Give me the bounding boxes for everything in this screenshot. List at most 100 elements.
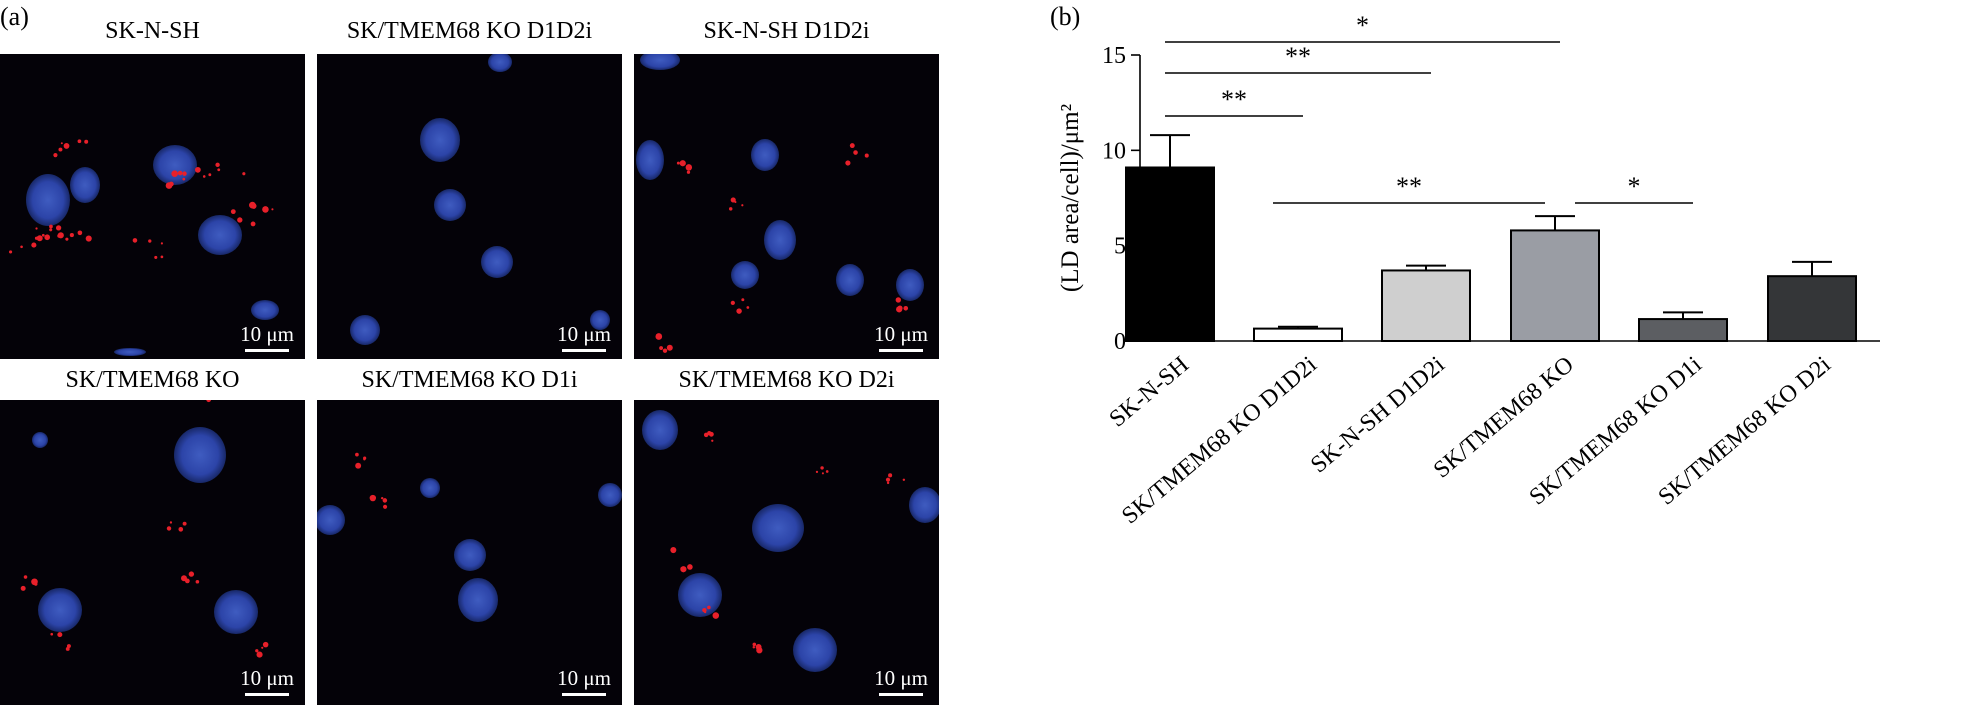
nucleus (420, 118, 460, 162)
lipid-droplet (36, 235, 43, 242)
micrograph-cells (317, 452, 622, 622)
bar (1510, 229, 1600, 342)
lipid-droplet (902, 478, 906, 482)
lipid-droplet (853, 150, 858, 155)
lipid-droplet (194, 166, 201, 173)
scale-bar: 10 μm (866, 666, 936, 696)
lipid-droplet (752, 642, 757, 647)
lipid-droplet (195, 579, 200, 584)
nucleus (434, 189, 466, 221)
lipid-droplet (741, 298, 745, 302)
micrograph-ko-d2i: 10 μm (634, 400, 939, 705)
nucleus (678, 573, 722, 617)
lipid-droplet (815, 470, 819, 473)
micrograph-cells (636, 54, 924, 353)
image-title: SK-N-SH D1D2i (703, 18, 870, 44)
lipid-droplet (687, 564, 693, 570)
lipid-droplet (34, 582, 38, 586)
lipid-droplet (369, 494, 377, 502)
lipid-droplet (845, 160, 851, 166)
lipid-droplet (730, 300, 735, 306)
nucleus (317, 505, 345, 535)
lipid-droplet (215, 162, 220, 168)
lipid-droplet (65, 237, 69, 241)
nucleus (350, 315, 380, 345)
y-axis-label: (LD area/cell)/μm² (1057, 104, 1084, 292)
panel-b-letter: (b) (1050, 2, 1081, 31)
lipid-droplet (182, 171, 187, 176)
lipid-droplet (77, 230, 83, 236)
x-tick-label: SK-N-SH (1105, 352, 1194, 433)
x-tick-label: SK-N-SH D1D2i (1306, 351, 1450, 478)
lipid-droplet (255, 649, 259, 653)
nucleus (153, 145, 197, 185)
lipid-droplet (728, 207, 733, 211)
bar (1381, 269, 1471, 343)
lipid-droplet (9, 250, 13, 254)
lipid-droplet (50, 632, 54, 636)
panel-a-letter: (a) (0, 2, 29, 31)
lipid-droplet (708, 431, 714, 437)
lipid-droplet (57, 232, 64, 239)
lipid-droplet (271, 208, 274, 211)
lipid-droplet (686, 170, 691, 174)
lipid-droplet (58, 147, 63, 152)
lipid-droplet (217, 168, 221, 172)
micrograph-cells (642, 410, 939, 672)
lipid-droplet (712, 612, 720, 619)
significance-label: * (1628, 172, 1641, 201)
micrograph-cells (20, 400, 269, 658)
significance-label: ** (1221, 85, 1247, 114)
lipid-droplet (171, 170, 178, 177)
lipid-droplet (177, 170, 183, 176)
image-title: SK/TMEM68 KO D1i (361, 367, 578, 393)
nucleus (174, 427, 226, 483)
lipid-droplet (208, 173, 212, 177)
lipid-droplet (849, 143, 855, 149)
y-tick-label: 10 (1102, 138, 1126, 164)
y-tick-label: 0 (1114, 329, 1126, 355)
nucleus (114, 348, 146, 356)
scale-bar: 10 μm (549, 666, 619, 696)
nucleus (909, 487, 939, 523)
lipid-droplet (23, 575, 28, 579)
lipid-droplet (49, 224, 53, 229)
lipid-droplet (736, 308, 742, 314)
lipid-droplet (752, 646, 756, 649)
lipid-droplet (148, 239, 152, 243)
nucleus (636, 140, 664, 180)
lipid-droplet (655, 333, 663, 340)
image-title: SK/TMEM68 KO D2i (678, 367, 895, 393)
lipid-droplet (680, 567, 683, 570)
lipid-droplet (132, 238, 138, 243)
image-title: SK/TMEM68 KO D1D2i (346, 18, 593, 44)
nucleus (198, 215, 242, 255)
lipid-droplet (250, 221, 256, 227)
bar (1767, 275, 1857, 343)
lipid-droplet (703, 610, 707, 614)
lipid-droplet (160, 255, 164, 259)
nucleus (764, 220, 796, 260)
lipid-droplet (885, 477, 891, 482)
lipid-droplet (34, 236, 39, 240)
lipid-droplet (864, 153, 869, 158)
significance-label: * (1356, 11, 1369, 40)
lipid-droplet (237, 217, 243, 223)
lipid-droplet (44, 234, 51, 241)
lipid-droplet (662, 348, 668, 353)
lipid-droplet (49, 228, 53, 232)
micrograph-cells (9, 139, 279, 356)
nucleus (590, 310, 610, 330)
lipid-droplet (355, 462, 362, 469)
nucleus (836, 264, 864, 296)
lipid-droplet (685, 164, 693, 171)
nucleus (251, 300, 279, 320)
lipid-droplet (363, 456, 367, 460)
lipid-droplet (756, 647, 763, 654)
image-title: SK/TMEM68 KO (65, 367, 240, 393)
micrograph-ko-d1d2i: 10 μm (317, 54, 622, 359)
lipid-droplet (903, 305, 909, 311)
nucleus (26, 174, 70, 226)
lipid-droplet (57, 632, 63, 638)
nucleus (458, 578, 498, 622)
